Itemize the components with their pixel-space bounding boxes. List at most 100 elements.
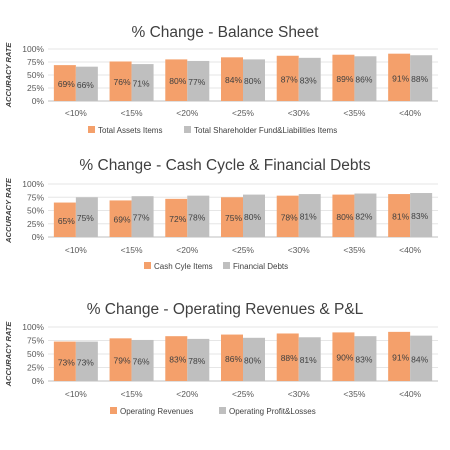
y-tick-label: 0% <box>32 96 45 106</box>
bar-secondary <box>131 196 154 237</box>
data-label: 80% <box>244 76 261 86</box>
data-label: 73% <box>77 357 94 367</box>
data-label: 75% <box>77 213 94 223</box>
legend-entry: Cash Cyle Items <box>154 262 213 271</box>
x-tick-label: <20% <box>176 245 198 255</box>
bar-secondary <box>243 194 265 237</box>
bar-primary <box>221 57 243 101</box>
data-label: 80% <box>244 212 261 222</box>
data-label: 71% <box>133 79 150 89</box>
bar-secondary <box>298 337 321 381</box>
data-label: 86% <box>225 354 242 364</box>
data-label: 89% <box>336 74 353 84</box>
chart-title: % Change - Cash Cycle & Financial Debts <box>79 157 370 174</box>
bar-primary <box>221 197 243 237</box>
bar-secondary <box>410 335 433 381</box>
y-tick-label: 75% <box>27 57 44 67</box>
y-tick-label: 0% <box>32 232 45 242</box>
y-tick-label: 100% <box>22 322 44 332</box>
bar-secondary <box>354 193 377 237</box>
data-label: 69% <box>114 215 131 225</box>
x-tick-label: <30% <box>288 245 310 255</box>
data-label: 80% <box>244 355 261 365</box>
legend-swatch <box>223 262 230 269</box>
data-label: 77% <box>133 213 150 223</box>
bar-primary <box>109 338 132 381</box>
bar-primary <box>165 59 188 101</box>
x-tick-label: <40% <box>399 108 421 118</box>
chart-panel-3: % Change - Operating Revenues & P&L 0% 25%… <box>4 301 438 416</box>
bar-secondary <box>298 194 321 237</box>
bar-secondary <box>75 66 98 101</box>
y-axis-label: ACCURACY RATE <box>4 321 13 388</box>
bar-primary <box>109 61 132 101</box>
data-label: 80% <box>169 76 186 86</box>
legend-swatch <box>184 126 191 133</box>
bar-primary <box>221 334 243 381</box>
data-label: 83% <box>411 211 428 221</box>
bar-primary <box>165 198 188 237</box>
bar-secondary <box>187 60 210 101</box>
bar-secondary <box>243 337 265 381</box>
bar-secondary <box>298 57 321 101</box>
data-label: 77% <box>188 77 205 87</box>
data-label: 78% <box>281 212 298 222</box>
bar-secondary <box>131 64 154 101</box>
data-label: 83% <box>355 355 372 365</box>
legend-entry: Operating Revenues <box>120 407 193 416</box>
bar-secondary <box>354 56 377 101</box>
x-tick-label: <25% <box>232 245 254 255</box>
data-label: 88% <box>411 74 428 84</box>
legend-swatch <box>110 407 117 414</box>
legend-swatch <box>144 262 151 269</box>
bar-secondary <box>187 338 210 381</box>
data-label: 81% <box>300 355 317 365</box>
data-label: 81% <box>392 212 409 222</box>
data-label: 82% <box>355 211 372 221</box>
data-label: 84% <box>225 75 242 85</box>
y-tick-label: 50% <box>27 206 44 216</box>
data-label: 65% <box>58 216 75 226</box>
legend-entry: Total Assets Items <box>98 126 162 135</box>
x-tick-label: <15% <box>121 108 143 118</box>
bar-primary <box>276 195 299 237</box>
data-label: 81% <box>300 212 317 222</box>
bar-secondary <box>187 195 210 237</box>
bar-secondary <box>131 339 154 381</box>
x-tick-label: <35% <box>343 108 365 118</box>
y-tick-label: 75% <box>27 336 44 346</box>
bar-primary <box>388 194 411 237</box>
data-label: 69% <box>58 79 75 89</box>
bar-primary <box>165 336 188 381</box>
data-label: 78% <box>188 212 205 222</box>
x-tick-label: <40% <box>399 389 421 399</box>
x-tick-label: <35% <box>343 245 365 255</box>
data-label: 76% <box>133 356 150 366</box>
bar-secondary <box>243 59 265 101</box>
bar-secondary <box>354 336 377 381</box>
y-tick-label: 25% <box>27 83 44 93</box>
x-tick-label: <30% <box>288 108 310 118</box>
data-label: 75% <box>225 213 242 223</box>
legend-swatch <box>88 126 95 133</box>
bar-primary <box>109 200 132 237</box>
x-tick-label: <20% <box>176 108 198 118</box>
bar-primary <box>332 194 355 237</box>
y-tick-label: 25% <box>27 219 44 229</box>
data-label: 79% <box>114 356 131 366</box>
y-axis-label: ACCURACY RATE <box>4 42 13 109</box>
data-label: 73% <box>58 357 75 367</box>
bar-primary <box>332 54 355 101</box>
x-tick-label: <25% <box>232 108 254 118</box>
data-label: 83% <box>300 75 317 85</box>
bar-primary <box>332 332 355 381</box>
x-tick-label: <25% <box>232 389 254 399</box>
data-label: 91% <box>392 73 409 83</box>
data-label: 90% <box>336 353 353 363</box>
bar-primary <box>276 55 299 101</box>
y-tick-label: 75% <box>27 192 44 202</box>
bar-primary <box>53 341 76 381</box>
bar-primary <box>388 331 411 381</box>
legend-entry: Financial Debts <box>233 262 288 271</box>
